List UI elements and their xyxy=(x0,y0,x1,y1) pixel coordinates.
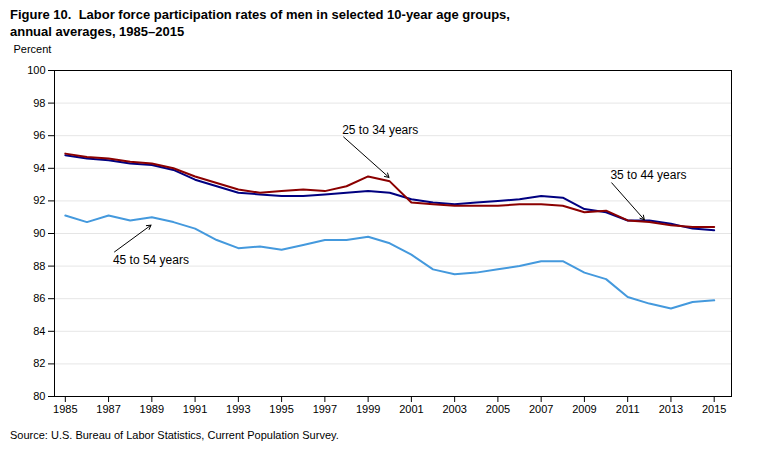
html-text:Figure 10. Labor force partici: Figure 10. Labor force participation rat… xyxy=(10,7,510,22)
svg-text:2009: 2009 xyxy=(572,403,596,415)
svg-text:1999: 1999 xyxy=(356,403,380,415)
svg-text:1997: 1997 xyxy=(313,403,337,415)
svg-text:25 to 34 years: 25 to 34 years xyxy=(342,123,418,137)
svg-text:2015: 2015 xyxy=(702,403,726,415)
svg-text:80: 80 xyxy=(33,390,45,402)
svg-text:1989: 1989 xyxy=(140,403,164,415)
svg-text:1985: 1985 xyxy=(53,403,77,415)
svg-text:82: 82 xyxy=(33,357,45,369)
svg-text:1993: 1993 xyxy=(226,403,250,415)
svg-text:86: 86 xyxy=(33,292,45,304)
svg-text:2003: 2003 xyxy=(442,403,466,415)
svg-text:Percent: Percent xyxy=(14,43,52,55)
html-text:annual averages, 1985–2015: annual averages, 1985–2015 xyxy=(10,24,185,39)
svg-text:1991: 1991 xyxy=(183,403,207,415)
svg-text:98: 98 xyxy=(33,97,45,109)
svg-text:2007: 2007 xyxy=(529,403,553,415)
svg-text:90: 90 xyxy=(33,227,45,239)
svg-text:1987: 1987 xyxy=(96,403,120,415)
svg-text:1995: 1995 xyxy=(269,403,293,415)
svg-text:100: 100 xyxy=(27,64,45,76)
html-text:Source: U.S. Bureau of Labor S: Source: U.S. Bureau of Labor Statistics,… xyxy=(10,429,339,441)
svg-text:45 to 54 years: 45 to 54 years xyxy=(113,253,189,267)
svg-text:92: 92 xyxy=(33,194,45,206)
svg-text:2005: 2005 xyxy=(486,403,510,415)
svg-text:88: 88 xyxy=(33,260,45,272)
svg-text:2013: 2013 xyxy=(659,403,683,415)
svg-text:96: 96 xyxy=(33,129,45,141)
svg-text:94: 94 xyxy=(33,162,45,174)
svg-text:2001: 2001 xyxy=(399,403,423,415)
svg-text:2011: 2011 xyxy=(616,403,640,415)
svg-text:84: 84 xyxy=(33,325,45,337)
svg-text:35 to 44 years: 35 to 44 years xyxy=(610,168,686,182)
